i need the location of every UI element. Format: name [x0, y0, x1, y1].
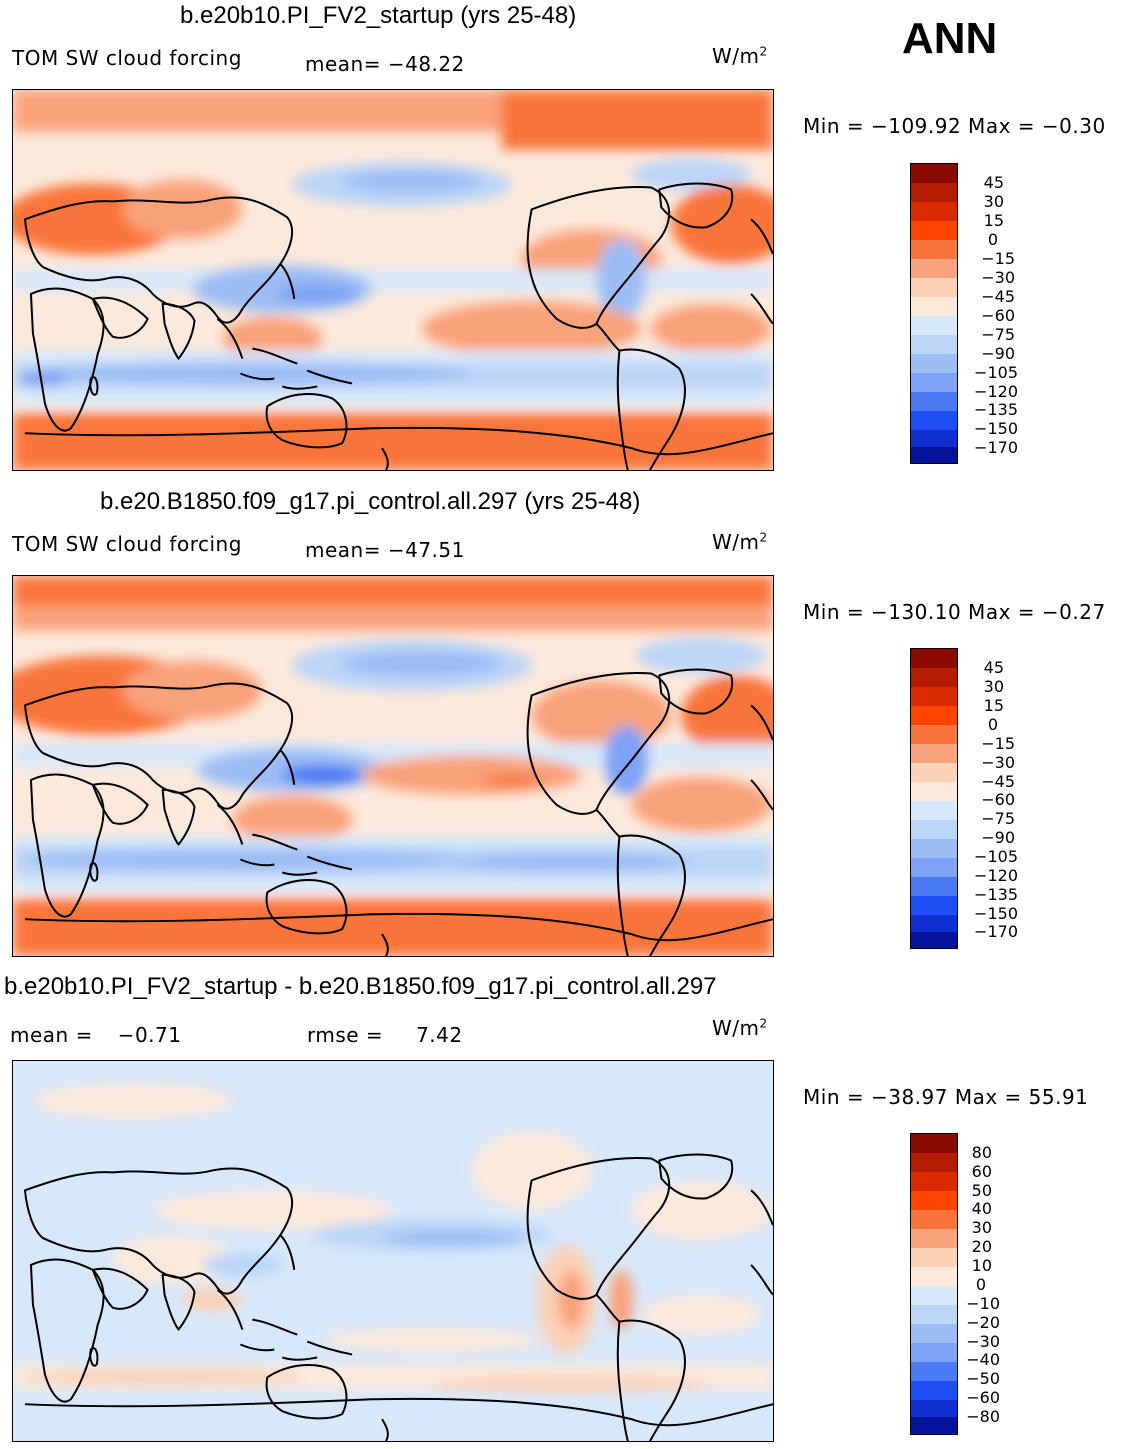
panel-3-rmse-value: 7.42 [416, 1023, 463, 1047]
colorbar-tick: −20 [966, 1313, 1000, 1332]
colorbar-tick: −75 [981, 809, 1015, 828]
colorbar-tick: −150 [974, 904, 1018, 923]
season-label: ANN [902, 14, 998, 63]
colorbar-tick: −30 [981, 268, 1015, 287]
colorbar-tick: −135 [974, 400, 1018, 419]
colorbar-tick: 60 [971, 1162, 992, 1181]
colorbar-tick: 0 [975, 1275, 986, 1294]
colorbar-tick: −30 [966, 1332, 1000, 1351]
colorbar-tick: 40 [971, 1199, 992, 1218]
colorbar-tick: −75 [981, 325, 1015, 344]
colorbar-tick: −45 [981, 287, 1015, 306]
panel-2-mean-label: mean= [305, 538, 381, 562]
colorbar-tick: 10 [971, 1256, 992, 1275]
panel-3-title: b.e20b10.PI_FV2_startup - b.e20.B1850.f0… [4, 973, 717, 1000]
panel-1-mean-label: mean= [305, 52, 381, 76]
colorbar-tick: −80 [966, 1407, 1000, 1426]
colorbar-tick: −30 [981, 753, 1015, 772]
panel-2-title: b.e20.B1850.f09_g17.pi_control.all.297 (… [100, 488, 641, 515]
panel-1-mean: mean= −48.22 [305, 52, 465, 76]
panel-3-minmax: Min = −38.97 Max = 55.91 [803, 1085, 1089, 1109]
panel-2-variable-label: TOM SW cloud forcing [12, 532, 242, 556]
colorbar-tick: −50 [966, 1369, 1000, 1388]
colorbar-tick: −10 [966, 1294, 1000, 1313]
panel-2-minmax: Min = −130.10 Max = −0.27 [803, 600, 1106, 624]
colorbar-tick: −15 [981, 249, 1015, 268]
panel-3-rmse: rmse = 7.42 [307, 1023, 463, 1047]
colorbar-tick: −120 [974, 382, 1018, 401]
colorbar-tick: −90 [981, 828, 1015, 847]
colorbar-tick: 15 [983, 696, 1004, 715]
panel-2-mean: mean= −47.51 [305, 538, 465, 562]
colorbar-tick: 80 [971, 1143, 992, 1162]
panel-1-title: b.e20b10.PI_FV2_startup (yrs 25-48) [180, 2, 577, 29]
colorbar-tick: 45 [983, 173, 1004, 192]
colorbar-tick: 15 [983, 211, 1004, 230]
colorbar-tick: −170 [974, 438, 1018, 457]
colorbar-tick: −105 [974, 847, 1018, 866]
colorbar-tick: −105 [974, 363, 1018, 382]
panel-2-map [12, 575, 774, 957]
colorbar-tick: 50 [971, 1181, 992, 1200]
panel-3-mean-label: mean = [10, 1023, 93, 1047]
panel-1-variable-label: TOM SW cloud forcing [12, 46, 242, 70]
panel-1-colorbar [910, 163, 958, 464]
panel-2-mean-value: −47.51 [387, 538, 465, 562]
panel-3-units: W/m2 [712, 1016, 768, 1040]
colorbar-tick: −40 [966, 1350, 1000, 1369]
colorbar-tick: −45 [981, 772, 1015, 791]
colorbar-tick: 30 [971, 1218, 992, 1237]
panel-2-units: W/m2 [712, 530, 768, 554]
colorbar-tick: −90 [981, 344, 1015, 363]
colorbar-tick: 20 [971, 1237, 992, 1256]
colorbar-tick: −150 [974, 419, 1018, 438]
colorbar-tick: 30 [983, 677, 1004, 696]
panel-3-colorbar [910, 1133, 958, 1435]
panel-1-map [12, 89, 774, 471]
panel-3-mean: mean = −0.71 [10, 1023, 182, 1047]
colorbar-tick: −60 [981, 790, 1015, 809]
panel-3-mean-value: −0.71 [117, 1023, 182, 1047]
panel-1-minmax: Min = −109.92 Max = −0.30 [803, 114, 1106, 138]
colorbar-tick: −60 [981, 306, 1015, 325]
colorbar-tick: 0 [987, 230, 998, 249]
colorbar-tick: −15 [981, 734, 1015, 753]
panel-1-units: W/m2 [712, 44, 768, 68]
panel-1-mean-value: −48.22 [387, 52, 465, 76]
panel-3-map [12, 1060, 774, 1442]
colorbar-tick: 45 [983, 658, 1004, 677]
colorbar-tick: −120 [974, 866, 1018, 885]
panel-3-rmse-label: rmse = [307, 1023, 384, 1047]
panel-2-colorbar [910, 648, 958, 949]
colorbar-tick: 0 [987, 715, 998, 734]
colorbar-tick: −170 [974, 922, 1018, 941]
colorbar-tick: 30 [983, 192, 1004, 211]
colorbar-tick: −135 [974, 885, 1018, 904]
colorbar-tick: −60 [966, 1388, 1000, 1407]
